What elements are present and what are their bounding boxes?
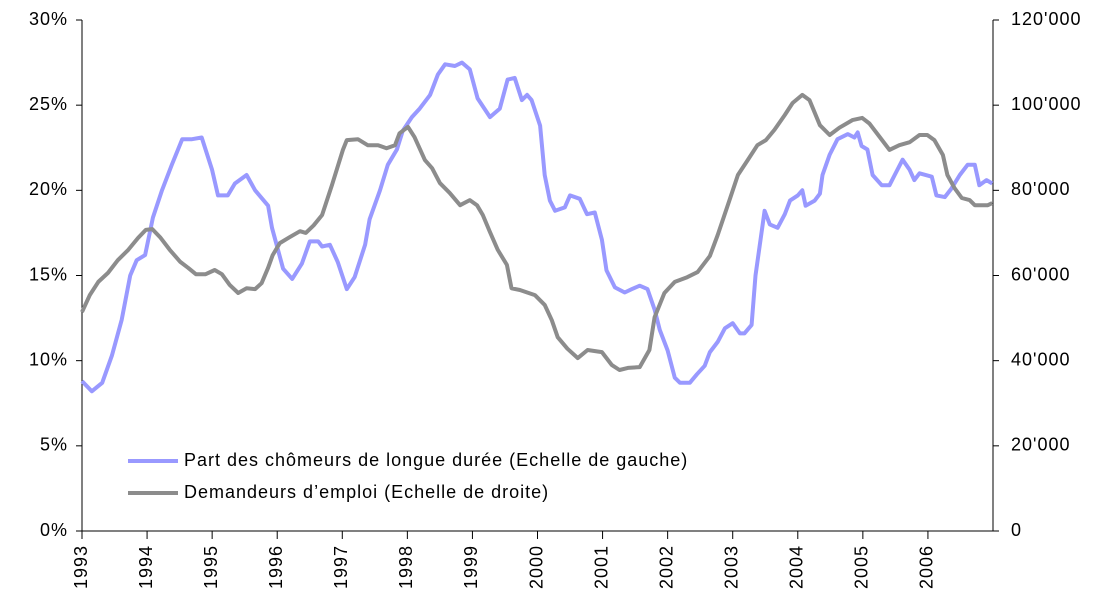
y2-tick-label: 100'000 [1011,94,1082,114]
x-tick-label: 2001 [591,545,611,589]
y-tick-label: 25% [29,94,68,114]
y2-tick-label: 20'000 [1011,435,1071,455]
x-tick-label: 2003 [721,545,741,589]
y-tick-label: 20% [29,179,68,199]
x-tick-label: 1998 [396,545,416,589]
x-tick-label: 1997 [331,545,351,589]
x-tick-label: 2004 [787,545,807,589]
y-tick-label: 15% [29,264,68,284]
x-tick-label: 2005 [852,545,872,589]
y2-tick-label: 40'000 [1011,349,1071,369]
legend-label: Part des chômeurs de longue durée (Echel… [184,450,688,470]
x-tick-label: 1995 [201,545,221,589]
x-tick-label: 1999 [461,545,481,589]
x-tick-label: 2006 [917,545,937,589]
y2-tick-label: 0 [1011,520,1022,540]
x-tick-label: 1993 [71,545,91,589]
legend-label: Demandeurs d’emploi (Echelle de droite) [184,482,549,502]
series-line [80,92,994,372]
y2-tick-label: 80'000 [1011,179,1071,199]
y-tick-label: 10% [29,349,68,369]
y-tick-label: 30% [29,9,68,29]
x-tick-label: 2000 [526,545,546,589]
y2-tick-label: 60'000 [1011,264,1071,284]
x-tick-label: 1994 [136,545,156,589]
series-line [80,60,994,394]
y2-tick-label: 120'000 [1011,9,1082,29]
x-tick-label: 1996 [266,545,286,589]
y-tick-label: 0% [40,520,68,540]
x-tick-label: 2002 [656,545,676,589]
y-tick-label: 5% [40,435,68,455]
